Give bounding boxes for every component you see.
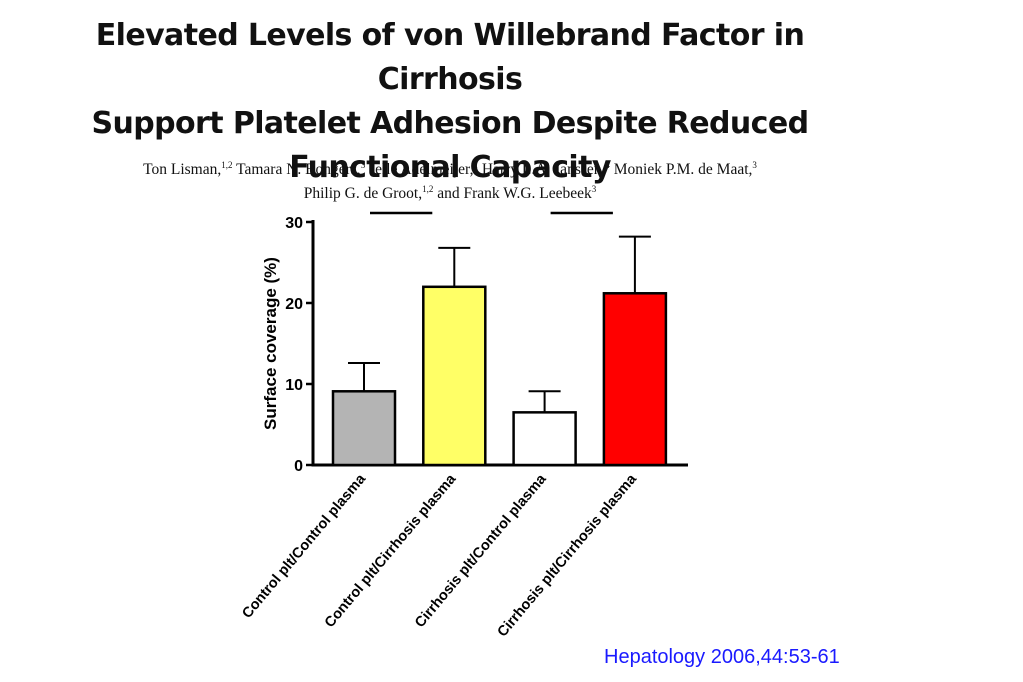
y-tick-label: 0 xyxy=(294,458,303,475)
citation-text: Hepatology 2006,44:53-61 xyxy=(604,646,840,668)
author-affiliation: 1 xyxy=(473,160,478,170)
author-affiliation: 4 xyxy=(605,160,610,170)
author-name: Moniek P.M. de Maat, xyxy=(609,161,753,178)
y-tick-label: 20 xyxy=(285,296,303,313)
y-tick-label: 30 xyxy=(285,215,303,232)
bar xyxy=(602,292,668,467)
y-tick-label: 10 xyxy=(285,377,303,394)
title-line-3: Functional Capacity xyxy=(289,150,611,185)
y-axis-label: Surface coverage (%) xyxy=(261,257,280,430)
author-name: Harry L.A. Janssen, xyxy=(477,161,606,178)
author-line-2: Philip G. de Groot,1,2 and Frank W.G. Le… xyxy=(100,182,800,206)
author-affiliation: 3 xyxy=(360,160,366,170)
title-line-1: Elevated Levels of von Willebrand Factor… xyxy=(95,18,805,97)
author-affiliation: 3 xyxy=(752,160,757,170)
bar xyxy=(512,411,577,467)
bar xyxy=(422,285,487,467)
paper-title: Elevated Levels of von Willebrand Factor… xyxy=(30,14,870,190)
title-line-2: Support Platelet Adhesion Despite Reduce… xyxy=(91,106,810,141)
author-name: Philip G. de Groot, xyxy=(303,185,423,202)
bar xyxy=(331,390,397,467)
author-list: Ton Lisman,1,2 Tamara N. Bongers,3 Jelle… xyxy=(100,158,800,206)
author-name: Tamara N. Bongers, xyxy=(232,161,361,178)
author-name: and Frank W.G. Leebeek xyxy=(433,185,592,202)
author-line-1: Ton Lisman,1,2 Tamara N. Bongers,3 Jelle… xyxy=(100,158,800,182)
author-name: Jelle Adelmeijer, xyxy=(365,161,474,178)
author-affiliation: 1,2 xyxy=(422,184,434,194)
author-affiliation: 3 xyxy=(591,184,597,194)
author-affiliation: 1,2 xyxy=(221,160,233,170)
author-name: Ton Lisman, xyxy=(143,161,222,178)
